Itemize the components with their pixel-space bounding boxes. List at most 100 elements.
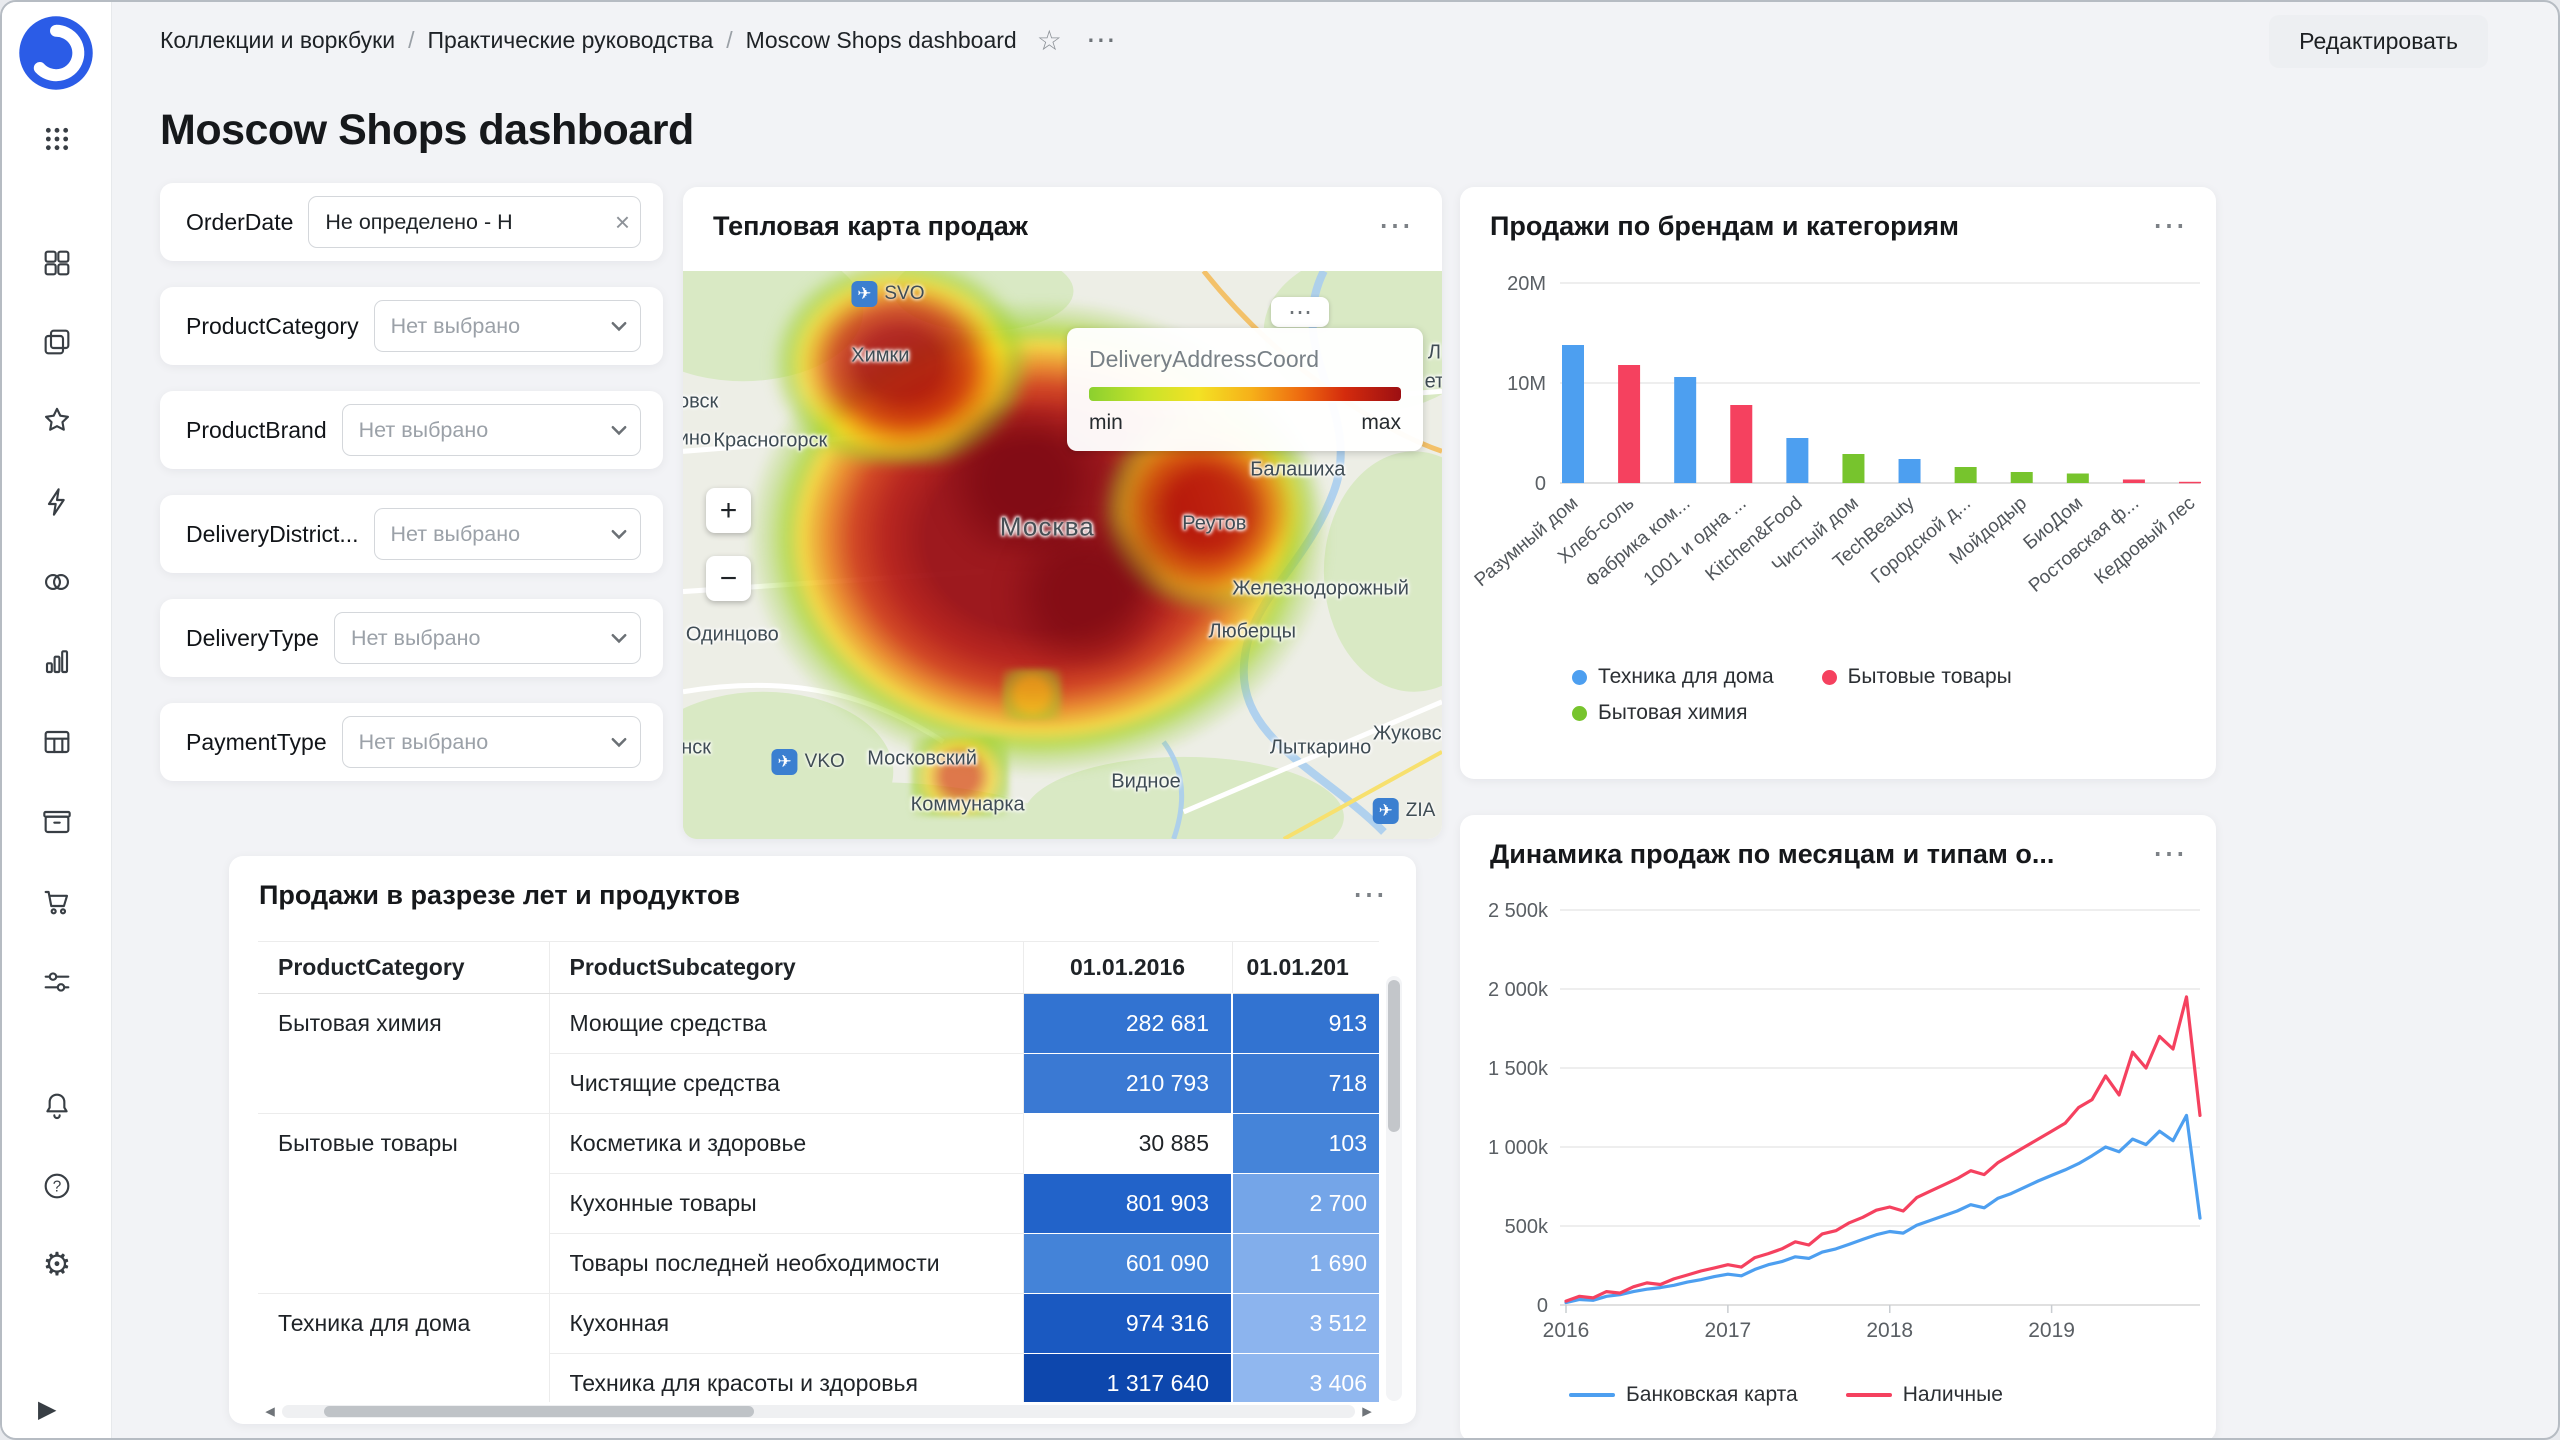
legend-item[interactable]: Наличные [1846, 1383, 2003, 1407]
scroll-right-icon[interactable]: ▸ [1355, 1400, 1379, 1423]
legend-item[interactable]: Бытовые товары [1822, 665, 2012, 689]
zoom-in-button[interactable]: + [706, 488, 751, 533]
favorites-star-icon[interactable] [32, 395, 82, 445]
filter-control-ProductCategory[interactable]: Нет выбрано [374, 300, 641, 352]
horizontal-scroll-thumb[interactable] [324, 1406, 754, 1417]
table-row: Бытовые товарыКосметика и здоровье30 885… [258, 1114, 1379, 1174]
map-viewport[interactable]: ХимкиКрасногорсковскиноМоскваБалашихаРеу… [683, 271, 1442, 839]
storage-box-icon[interactable] [32, 797, 82, 847]
y-axis-label: 1 500k [1488, 1058, 1549, 1080]
bar-9[interactable] [2067, 474, 2089, 484]
filter-control-ProductBrand[interactable]: Нет выбрано [342, 404, 641, 456]
y-axis-label: 0 [1535, 473, 1546, 495]
bar-8[interactable] [2011, 472, 2033, 483]
breadcrumb-item[interactable]: Moscow Shops dashboard [746, 27, 1017, 54]
map-place-label: ет [1425, 370, 1442, 393]
filter-DeliveryType: DeliveryTypeНет выбрано [160, 599, 663, 677]
breadcrumb-item[interactable]: Практические руководства [427, 27, 713, 54]
help-icon[interactable]: ? [32, 1161, 82, 1211]
filter-label: DeliveryDistrict... [186, 521, 359, 548]
table-row: Товары последней необходимости601 0901 6… [258, 1234, 1379, 1294]
sales-table: ProductCategoryProductSubcategory01.01.2… [258, 941, 1379, 1402]
widget-menu-icon[interactable]: ⋯ [1374, 211, 1416, 243]
y-axis-label: 20M [1507, 273, 1546, 295]
x-axis-label: 2018 [1866, 1319, 1913, 1342]
x-axis-label: Kitchen&Food [1702, 493, 1807, 586]
column-header: 01.01.201 [1232, 942, 1379, 994]
heatmap-card: Тепловая карта продаж ⋯ [683, 187, 1442, 839]
map-legend: DeliveryAddressCoord min max [1067, 328, 1423, 451]
legend-item[interactable]: Бытовая химия [1572, 701, 1748, 725]
bar-11[interactable] [2179, 482, 2201, 484]
bar-4[interactable] [1786, 438, 1808, 483]
bar-6[interactable] [1899, 459, 1921, 483]
apps-grid-icon[interactable] [32, 114, 82, 164]
filter-control-PaymentType[interactable]: Нет выбрано [342, 716, 641, 768]
column-header: 01.01.2016 [1023, 942, 1232, 994]
marketplace-cart-icon[interactable] [32, 877, 82, 927]
breadcrumb-separator: / [726, 27, 732, 54]
collections-icon[interactable] [32, 317, 82, 367]
dashboards-icon[interactable] [32, 238, 82, 288]
value-cell-2017: 1 690 [1232, 1234, 1379, 1294]
vertical-scrollbar[interactable] [1386, 976, 1402, 1401]
bar-10[interactable] [2123, 480, 2145, 484]
filter-control-OrderDate[interactable]: Не определено - Н × [308, 196, 641, 248]
horizontal-scrollbar: ◂ ▸ [258, 1402, 1379, 1421]
connections-icon[interactable] [32, 557, 82, 607]
horizontal-scroll-track[interactable] [282, 1405, 1355, 1418]
breadcrumb-item[interactable]: Коллекции и воркбуки [160, 27, 395, 54]
charts-icon[interactable] [32, 637, 82, 687]
favorite-star-icon[interactable]: ☆ [1037, 24, 1062, 57]
filter-value: Не определено - Н [325, 210, 608, 235]
edit-button[interactable]: Редактировать [2269, 15, 2488, 68]
map-place-label: Реутов [1182, 512, 1246, 535]
category-cell [258, 1054, 549, 1114]
filter-ProductBrand: ProductBrandНет выбрано [160, 391, 663, 469]
widget-menu-icon[interactable]: ⋯ [1348, 880, 1390, 912]
legend-label: Техника для дома [1598, 665, 1774, 689]
legend-item[interactable]: Техника для дома [1572, 665, 1774, 689]
bar-1[interactable] [1618, 365, 1640, 483]
vertical-scroll-thumb[interactable] [1388, 980, 1400, 1132]
clear-icon[interactable]: × [615, 209, 630, 235]
breadcrumb-menu-icon[interactable]: ⋯ [1086, 23, 1116, 58]
bar-7[interactable] [1955, 467, 1977, 483]
bar-2[interactable] [1674, 377, 1696, 483]
value-cell-2016: 801 903 [1023, 1174, 1232, 1234]
zoom-out-button[interactable]: − [706, 556, 751, 601]
value-cell-2016: 210 793 [1023, 1054, 1232, 1114]
notifications-bell-icon[interactable] [32, 1081, 82, 1131]
legend-label: Бытовая химия [1598, 701, 1748, 725]
value-cell-2016: 601 090 [1023, 1234, 1232, 1294]
legend-item[interactable]: Банковская карта [1569, 1383, 1798, 1407]
subcategory-cell: Кухонные товары [549, 1174, 1023, 1234]
sidebar-expand-button[interactable]: ▶ [38, 1395, 56, 1424]
bar-0[interactable] [1562, 345, 1584, 483]
filter-value: Нет выбрано [359, 730, 604, 755]
airplane-icon: ✈ [851, 281, 877, 307]
scroll-left-icon[interactable]: ◂ [258, 1400, 282, 1423]
category-cell: Бытовые товары [258, 1114, 549, 1174]
filter-control-DeliveryDistrict[interactable]: Нет выбрано [374, 508, 641, 560]
chevron-down-icon [608, 523, 630, 545]
legend-field-label: DeliveryAddressCoord [1089, 346, 1401, 373]
filter-control-DeliveryType[interactable]: Нет выбрано [334, 612, 641, 664]
x-axis-label: 2019 [2028, 1319, 2075, 1342]
page-title: Moscow Shops dashboard [160, 106, 694, 155]
map-place-label: Л [1428, 342, 1441, 365]
settings-gear-icon[interactable]: ⚙ [32, 1239, 82, 1289]
sidebar: ? ⚙ ▶ [2, 2, 112, 1438]
y-axis-label: 10M [1507, 373, 1546, 395]
bar-5[interactable] [1842, 454, 1864, 483]
map-options-icon[interactable]: ⋯ [1271, 297, 1329, 327]
airport-marker: ✈SVO [851, 281, 924, 307]
legend-line-icon [1569, 1393, 1615, 1397]
services-sliders-icon[interactable] [32, 957, 82, 1007]
category-cell [258, 1354, 549, 1403]
quick-actions-icon[interactable] [32, 477, 82, 527]
datasets-icon[interactable] [32, 717, 82, 767]
chevron-down-icon [608, 419, 630, 441]
datalens-logo[interactable] [15, 12, 97, 94]
bar-3[interactable] [1730, 405, 1752, 483]
